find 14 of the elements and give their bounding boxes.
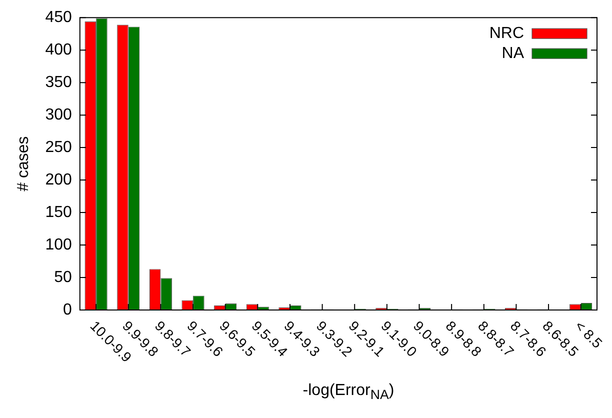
y-tick-label: 450 xyxy=(45,9,72,26)
legend-label: NA xyxy=(502,45,524,62)
y-tick-label: 200 xyxy=(45,171,72,188)
y-tick-label: 100 xyxy=(45,236,72,254)
y-tick-label: 0 xyxy=(62,301,72,318)
x-axis-title: -log(Error$_{NA}$) xyxy=(302,382,396,402)
legend-label: NRC xyxy=(489,25,524,42)
y-tick-label: 300 xyxy=(45,106,72,124)
y-tick-label: 150 xyxy=(45,204,72,221)
y-tick-label: 350 xyxy=(45,74,72,91)
y-tick-label: 250 xyxy=(45,138,72,156)
y-axis-title: # cases xyxy=(15,136,32,192)
y-tick-label: 50 xyxy=(54,268,72,286)
y-tick-label: 400 xyxy=(45,41,72,58)
